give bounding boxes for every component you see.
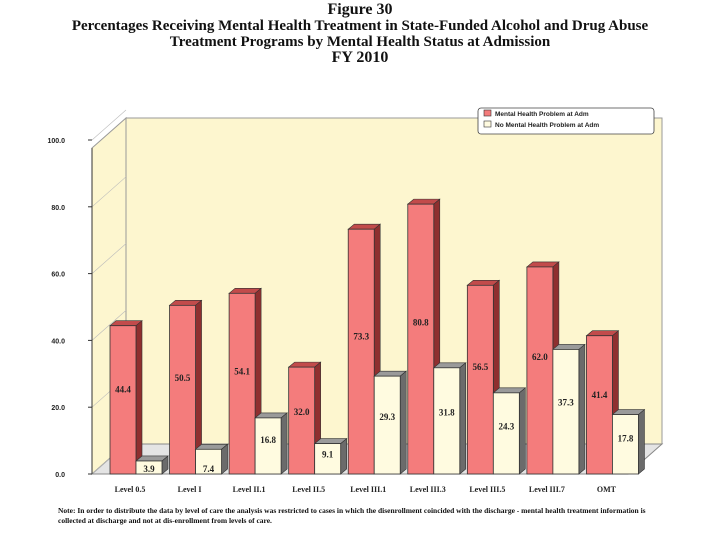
- grid-line-side: [91, 243, 127, 274]
- bar-series2-side: [399, 370, 407, 475]
- bar-series2: [254, 412, 288, 475]
- grid-line-side: [91, 176, 127, 208]
- bar-series2: [373, 370, 408, 475]
- bar-series2-side: [519, 387, 526, 475]
- data-label-series1: 44.4: [115, 384, 131, 394]
- bar-series2: [432, 362, 467, 475]
- title-line-1: Figure 30: [327, 1, 393, 18]
- x-tick-label: OMT: [597, 485, 617, 494]
- legend-label: No Mental Health Problem at Adm: [495, 122, 599, 129]
- grid-line-side: [91, 310, 127, 341]
- chart-title: Figure 30 Percentages Receiving Mental H…: [0, 2, 720, 66]
- legend-label: Mental Health Problem at Adm: [495, 111, 589, 118]
- bar-series1-face: [586, 335, 613, 475]
- y-tick-label: 0.0: [55, 472, 65, 479]
- data-label-series2: 7.4: [203, 464, 215, 474]
- bar-series1: [406, 198, 441, 475]
- data-label-series2: 17.8: [618, 433, 634, 443]
- y-tick-label: 40.0: [51, 338, 65, 345]
- bar-series2: [194, 443, 229, 475]
- x-tick-label: Level II.1: [233, 485, 266, 494]
- data-label-series2: 37.3: [558, 397, 574, 407]
- data-label-series1: 56.5: [472, 362, 488, 372]
- bar-series1-face: [109, 325, 137, 475]
- title-line-3: Treatment Programs by Mental Health Stat…: [169, 34, 551, 50]
- data-label-series2: 24.3: [498, 421, 514, 431]
- x-tick-label: Level 0.5: [115, 485, 146, 494]
- bar-series2-side: [578, 343, 586, 475]
- bar-series1-side: [135, 320, 143, 475]
- bar-series2-face: [314, 443, 342, 475]
- data-label-series2: 29.3: [379, 412, 395, 422]
- bar-series1-face: [228, 292, 256, 475]
- x-tick-label: Level I: [178, 485, 202, 494]
- legend-swatch: [483, 120, 492, 128]
- bar-series2-side: [280, 412, 288, 475]
- data-label-series1: 50.5: [175, 373, 191, 383]
- x-tick-label: Level II.5: [292, 485, 325, 494]
- data-label-series2: 31.8: [439, 408, 455, 418]
- y-tick-label: 20.0: [51, 405, 65, 412]
- x-tick-label: Level III.1: [350, 485, 386, 494]
- bar-series2-side: [340, 437, 347, 475]
- bar-series2-face: [195, 448, 222, 475]
- bar-series2: [313, 437, 348, 475]
- footnote: Note: In order to distribute the data by…: [58, 506, 646, 525]
- bar-series2: [135, 455, 169, 475]
- bar-series2-face: [612, 414, 639, 475]
- y-tick-label: 60.0: [51, 272, 65, 279]
- bar-series2: [552, 343, 586, 475]
- bar-series2: [492, 387, 527, 475]
- bar-series2-face: [552, 349, 580, 475]
- bar-series1-face: [288, 366, 316, 475]
- data-label-series1: 62.0: [532, 352, 548, 362]
- bar-series1-face: [466, 284, 494, 475]
- y-tick-label: 80.0: [51, 205, 65, 212]
- bar-series1-face: [169, 304, 196, 475]
- bar-series2-face: [373, 375, 401, 475]
- grid-line-side: [91, 109, 127, 141]
- data-label-series1: 80.8: [413, 318, 429, 328]
- bar-series1-face: [526, 266, 554, 475]
- title-line-2: Percentages Receiving Mental Health Trea…: [71, 18, 649, 34]
- legend-swatch: [483, 109, 492, 117]
- bar-series2-face: [433, 367, 461, 475]
- bar-series2: [611, 408, 646, 475]
- data-label-series2: 16.8: [260, 435, 276, 445]
- bar-series2-face: [135, 460, 163, 475]
- x-tick-label: Level III.5: [469, 485, 505, 494]
- bar-series2-side: [459, 362, 467, 475]
- bar-series2-side: [638, 408, 645, 475]
- title-line-4: FY 2010: [331, 49, 389, 66]
- bar-series2-face: [492, 392, 520, 475]
- data-label-series2: 9.1: [322, 449, 334, 459]
- bar-series1: [466, 279, 501, 475]
- bar-series1: [585, 330, 620, 475]
- bar-series2-face: [254, 417, 282, 475]
- bar-series1-face: [407, 203, 435, 475]
- bar-series1: [109, 320, 143, 475]
- data-label-series1: 73.3: [353, 331, 369, 341]
- bar-series2-side: [221, 443, 228, 475]
- x-tick-label: Level III.3: [410, 485, 446, 494]
- legend: [477, 107, 655, 135]
- bar-series1-face: [347, 228, 375, 475]
- data-label-series1: 32.0: [294, 407, 310, 417]
- x-tick-label: Level III.7: [529, 485, 565, 494]
- data-label-series1: 54.1: [234, 367, 250, 377]
- bar-series1: [168, 299, 203, 475]
- data-label-series1: 41.4: [592, 390, 608, 400]
- data-label-series2: 3.9: [143, 464, 155, 474]
- y-tick-label: 100.0: [47, 138, 65, 145]
